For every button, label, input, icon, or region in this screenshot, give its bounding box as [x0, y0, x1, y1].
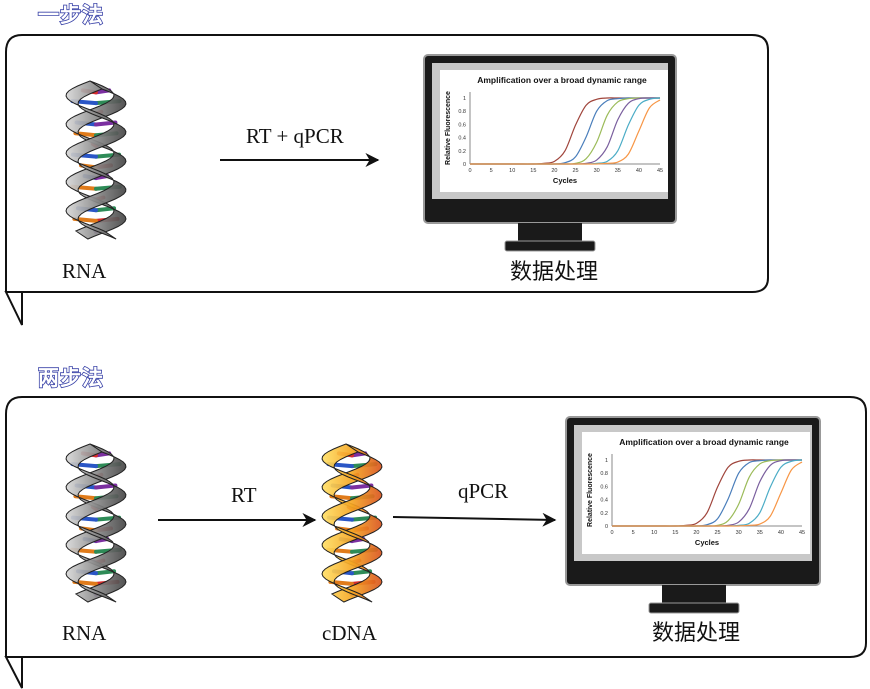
section-title-two-step: 两步法	[38, 366, 104, 390]
helix-ribbon	[65, 443, 127, 603]
helix-ribbon	[65, 80, 127, 240]
rna-label: RNA	[62, 259, 107, 283]
x-tick-label: 25	[572, 168, 578, 174]
x-tick-label: 0	[468, 168, 471, 174]
section-title-one-step: 一步法	[38, 3, 104, 27]
base-pair	[94, 120, 118, 127]
y-tick-label: 0.8	[600, 471, 608, 477]
x-axis-label: Cycles	[695, 538, 719, 547]
x-tick-label: 45	[799, 530, 805, 536]
arrow-label-rt-qpcr: RT + qPCR	[246, 124, 344, 148]
data-processing-label: 数据处理	[510, 260, 598, 285]
series-line	[612, 461, 803, 527]
helix-ribbon	[65, 443, 127, 603]
y-tick-label: 0	[605, 524, 608, 530]
x-tick-label: 30	[736, 530, 742, 536]
y-axis-label: Relative Fluorescence	[587, 453, 594, 527]
y-tick-label: 0.4	[600, 498, 608, 504]
cdna-label: cDNA	[322, 621, 378, 645]
x-tick-label: 40	[636, 168, 642, 174]
arrow-label-qpcr: qPCR	[458, 479, 508, 503]
rna-label: RNA	[62, 621, 107, 645]
x-tick-label: 20	[551, 168, 557, 174]
helix-ribbon	[321, 443, 383, 603]
series-line	[470, 99, 661, 165]
helix-ribbon	[321, 443, 383, 603]
rna-helix	[65, 443, 127, 603]
base-pair	[350, 569, 373, 576]
x-tick-label: 5	[490, 168, 493, 174]
x-tick-label: 30	[594, 168, 600, 174]
x-tick-label: 15	[530, 168, 536, 174]
x-tick-label: 40	[778, 530, 784, 536]
x-tick-label: 35	[757, 530, 763, 536]
helix-ribbon	[65, 80, 127, 240]
arrow-label-rt: RT	[231, 483, 257, 507]
section-frame-one-step	[4, 34, 769, 326]
rna-helix	[65, 80, 127, 240]
y-tick-label: 0.8	[458, 109, 466, 115]
amplification-chart: Amplification over a broad dynamic range…	[440, 70, 668, 192]
y-tick-label: 0.4	[458, 136, 466, 142]
amplification-chart: Amplification over a broad dynamic range…	[582, 432, 810, 554]
base-pair	[94, 206, 117, 213]
y-tick-label: 0.6	[600, 484, 608, 490]
data-processing-label: 数据处理	[652, 621, 740, 646]
arrow-right	[392, 512, 557, 527]
chart-title: Amplification over a broad dynamic range	[477, 75, 647, 85]
base-pair	[350, 483, 374, 490]
x-tick-label: 10	[651, 530, 657, 536]
x-tick-label: 15	[672, 530, 678, 536]
y-tick-label: 1	[463, 96, 466, 102]
x-tick-label: 10	[509, 168, 515, 174]
x-tick-label: 20	[693, 530, 699, 536]
x-tick-label: 35	[615, 168, 621, 174]
cdna-helix	[321, 443, 383, 603]
x-axis-label: Cycles	[553, 176, 577, 185]
base-pair	[94, 569, 117, 576]
y-axis-label: Relative Fluorescence	[445, 91, 452, 165]
x-tick-label: 0	[610, 530, 613, 536]
y-tick-label: 0.2	[458, 149, 466, 155]
x-tick-label: 45	[657, 168, 663, 174]
chart-title: Amplification over a broad dynamic range	[619, 437, 789, 447]
chart-background	[440, 70, 668, 192]
x-tick-label: 5	[632, 530, 635, 536]
y-tick-label: 0.6	[458, 122, 466, 128]
section-frame-two-step	[4, 396, 867, 689]
chart-background	[582, 432, 810, 554]
base-pair	[94, 483, 118, 490]
y-tick-label: 0.2	[600, 511, 608, 517]
y-tick-label: 1	[605, 458, 608, 464]
x-tick-label: 25	[714, 530, 720, 536]
y-tick-label: 0	[463, 162, 466, 168]
